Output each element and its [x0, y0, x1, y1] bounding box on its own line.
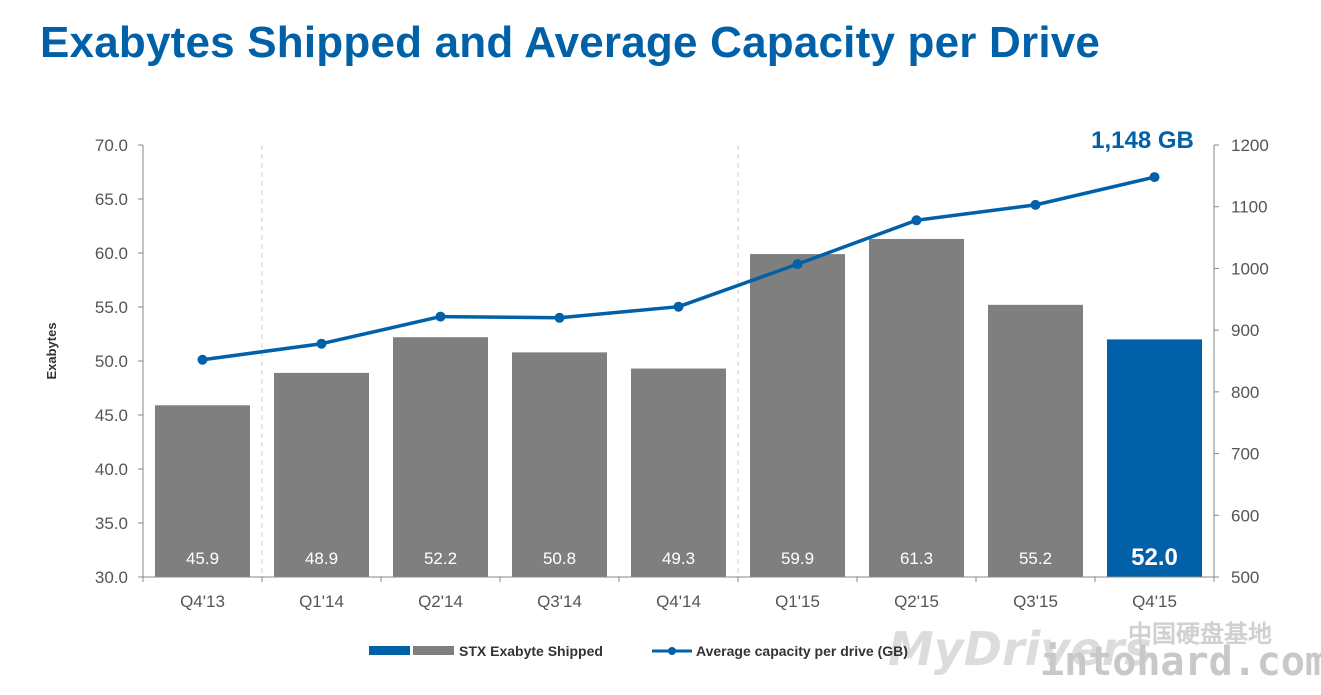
bar-value-label: 55.2 [1019, 549, 1052, 568]
bar-value-label: 52.0 [1131, 544, 1178, 571]
y-tick-label: 40.0 [95, 460, 128, 479]
watermark: MyDrivers 中国硬盘基地 intohard.com [888, 620, 1321, 685]
y2-tick-label: 500 [1231, 568, 1259, 587]
page-title: Exabytes Shipped and Average Capacity pe… [40, 18, 1101, 67]
x-tick-label: Q1'15 [775, 592, 820, 611]
legend-label-bar: STX Exabyte Shipped [459, 643, 603, 659]
x-tick-label: Q4'13 [180, 592, 225, 611]
bar-value-label: 59.9 [781, 549, 814, 568]
x-tick-label: Q1'14 [299, 592, 344, 611]
y2-tick-label: 1200 [1231, 136, 1269, 155]
legend-marker-line [668, 647, 676, 655]
legend-swatch-highlight [369, 646, 410, 655]
watermark-text-cn: 中国硬盘基地 [1128, 620, 1272, 648]
y-tick-label: 35.0 [95, 514, 128, 533]
bar [393, 337, 488, 577]
watermark-url: intohard.com [1040, 639, 1321, 685]
y-tick-label: 50.0 [95, 352, 128, 371]
bar-value-label: 49.3 [662, 549, 695, 568]
bar [750, 254, 845, 577]
bar-highlight [1107, 339, 1202, 577]
capacity-point [1030, 199, 1041, 210]
bar [988, 304, 1083, 577]
legend-label-line: Average capacity per drive (GB) [696, 643, 908, 659]
y-tick-label: 55.0 [95, 298, 128, 317]
capacity-point [435, 311, 446, 322]
bar [274, 372, 369, 577]
capacity-point [554, 312, 565, 323]
legend: STX Exabyte Shipped Average capacity per … [369, 643, 908, 659]
x-tick-label: Q4'15 [1132, 592, 1177, 611]
x-tick-label: Q2'14 [418, 592, 463, 611]
capacity-point [197, 354, 208, 365]
capacity-point [316, 338, 327, 349]
y-tick-label: 60.0 [95, 244, 128, 263]
y-tick-label: 70.0 [95, 136, 128, 155]
bar-value-label: 48.9 [305, 549, 338, 568]
y2-tick-label: 700 [1231, 445, 1259, 464]
bar [512, 352, 607, 577]
y2-tick-label: 800 [1231, 383, 1259, 402]
y-tick-label: 65.0 [95, 190, 128, 209]
capacity-point [1149, 172, 1160, 183]
bar-value-label: 52.2 [424, 549, 457, 568]
capacity-point [792, 259, 803, 270]
bar [869, 238, 964, 577]
legend-swatch-bar [413, 646, 454, 655]
x-tick-label: Q4'14 [656, 592, 701, 611]
y2-tick-label: 900 [1231, 321, 1259, 340]
x-tick-label: Q3'15 [1013, 592, 1058, 611]
bar [155, 405, 250, 577]
y-tick-label: 45.0 [95, 406, 128, 425]
x-tick-label: Q3'14 [537, 592, 582, 611]
bar [631, 368, 726, 577]
y2-tick-label: 1000 [1231, 259, 1269, 278]
y-tick-label: 30.0 [95, 568, 128, 587]
x-tick-label: Q2'15 [894, 592, 939, 611]
y-axis-title: Exabytes [44, 322, 59, 379]
capacity-point [673, 301, 684, 312]
watermark-text: MyDrivers [888, 622, 1152, 676]
bar-value-label: 61.3 [900, 549, 933, 568]
bar-value-label: 45.9 [186, 549, 219, 568]
capacity-annotation: 1,148 GB [1091, 127, 1194, 154]
capacity-point [911, 215, 922, 226]
y2-tick-label: 600 [1231, 506, 1259, 525]
bar-value-label: 50.8 [543, 549, 576, 568]
y2-tick-label: 1100 [1231, 198, 1268, 217]
